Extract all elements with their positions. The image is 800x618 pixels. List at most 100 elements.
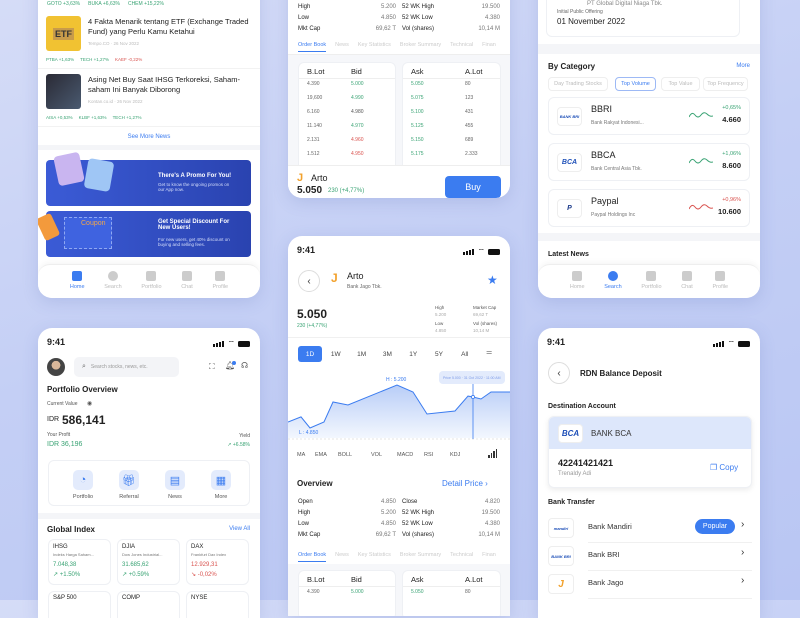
bank-name[interactable]: Bank Mandiri — [588, 522, 632, 531]
shortcut-more[interactable]: ▦ — [211, 470, 231, 490]
nav-home[interactable]: Home — [570, 271, 585, 298]
news-title[interactable]: Asing Net Buy Saat IHSG Terkoreksi, Saha… — [88, 75, 253, 95]
ask-price[interactable]: 5.125 — [411, 123, 424, 129]
chart-settings-icon[interactable]: ⚌ — [486, 348, 492, 356]
nav-chat[interactable]: Chat — [181, 271, 193, 298]
index-card[interactable]: NYSE — [186, 591, 249, 618]
range-all[interactable]: All — [453, 346, 477, 362]
chip-day-trading-stocks[interactable]: Day Trading Stocks — [548, 77, 608, 91]
indicator-ma[interactable]: MA — [297, 452, 305, 458]
tab-technical[interactable]: Technical — [450, 552, 473, 562]
search-input[interactable]: ⌕ Search stocks, news, etc. — [74, 357, 179, 377]
bid-price[interactable]: 4.970 — [351, 123, 364, 129]
ask-price[interactable]: 5.100 — [411, 109, 424, 115]
view-all-link[interactable]: View All — [229, 526, 250, 532]
indicator-vol[interactable]: VOL — [371, 452, 382, 458]
index-card[interactable]: S&P 500 — [48, 591, 111, 618]
nav-search[interactable]: Search — [604, 271, 621, 298]
shortcut-portfolio[interactable]: ◔ — [73, 470, 93, 490]
ticker[interactable]: BUKA +6,63% — [88, 1, 120, 7]
copy-button[interactable]: ❐ Copy — [710, 463, 738, 472]
tab-order-book[interactable]: Order Book — [298, 552, 326, 562]
tab-news[interactable]: News — [335, 552, 349, 562]
indicator-rsi[interactable]: RSI — [424, 452, 433, 458]
bank-name[interactable]: Bank BRI — [588, 550, 620, 559]
bell-icon[interactable]: 🔔︎ — [225, 361, 235, 370]
news-thumbnail[interactable]: ETF — [46, 16, 81, 51]
nav-portfolio[interactable]: Portfolio — [141, 271, 161, 298]
buy-button[interactable]: Buy — [445, 176, 501, 198]
news-thumbnail[interactable] — [46, 74, 81, 109]
nav-portfolio[interactable]: Portfolio — [641, 271, 661, 298]
tab-broker-summary[interactable]: Broker Summary — [400, 42, 441, 52]
chip-top-value[interactable]: Top Value — [661, 77, 700, 91]
tab-technical[interactable]: Technical — [450, 42, 473, 52]
chevron-right-icon[interactable]: › — [741, 519, 744, 530]
bid-price[interactable]: 4.960 — [351, 137, 364, 143]
bid-price[interactable]: 5.000 — [351, 589, 364, 595]
chevron-right-icon[interactable]: › — [741, 575, 744, 586]
index-card[interactable]: COMP — [117, 591, 180, 618]
back-button[interactable]: ‹ — [548, 362, 570, 384]
nav-search[interactable]: Search — [104, 271, 121, 298]
range-1m[interactable]: 1M — [350, 346, 374, 362]
nav-profile[interactable]: Profile — [213, 271, 229, 298]
ask-price[interactable]: 5.050 — [411, 589, 424, 595]
discount-banner[interactable]: Coupon Get Special Discount For New User… — [46, 211, 251, 257]
tab-key-statistics[interactable]: Key Statistics — [358, 42, 391, 52]
range-1y[interactable]: 1Y — [401, 346, 425, 362]
ticker[interactable]: PTBA +1,63% — [46, 57, 74, 62]
ticker[interactable]: TECH +1,27% — [80, 57, 109, 62]
chip-top-volume[interactable]: Top Volume — [615, 77, 656, 91]
nav-home[interactable]: Home — [70, 271, 85, 298]
avatar[interactable] — [47, 358, 65, 376]
ask-price[interactable]: 5.050 — [411, 81, 424, 87]
see-more-news-link[interactable]: See More News — [38, 134, 260, 140]
indicator-bars-icon[interactable] — [488, 449, 497, 458]
shortcut-referral[interactable]: 🎁︎ — [119, 470, 139, 490]
tab-order-book[interactable]: Order Book — [298, 42, 326, 52]
ticker[interactable]: CHEM +15,22% — [128, 1, 164, 7]
range-3m[interactable]: 3M — [375, 346, 399, 362]
detail-price-link[interactable]: Detail Price › — [442, 479, 488, 488]
tab-finan[interactable]: Finan — [482, 552, 496, 562]
tab-broker-summary[interactable]: Broker Summary — [400, 552, 441, 562]
ask-price[interactable]: 5.150 — [411, 137, 424, 143]
indicator-ema[interactable]: EMA — [315, 452, 327, 458]
headset-icon[interactable]: ☊ — [241, 361, 248, 370]
bid-price[interactable]: 4.950 — [351, 151, 364, 157]
ask-price[interactable]: 5.175 — [411, 151, 424, 157]
ticker[interactable]: KAEF -0,22% — [115, 57, 142, 62]
news-title[interactable]: 4 Fakta Menarik tentang ETF (Exchange Tr… — [88, 17, 253, 37]
ticker[interactable]: TECH +1,27% — [113, 115, 142, 120]
nav-profile[interactable]: Profile — [713, 271, 729, 298]
range-1w[interactable]: 1W — [324, 346, 348, 362]
ipo-card[interactable]: PT Global Digital Niaga Tbk. Initial Pub… — [546, 0, 740, 37]
nav-chat[interactable]: Chat — [681, 271, 693, 298]
indicator-boll[interactable]: BOLL — [338, 452, 352, 458]
chevron-right-icon[interactable]: › — [741, 547, 744, 558]
ticker[interactable]: GOTO +3,63% — [47, 1, 80, 7]
bid-price[interactable]: 5.000 — [351, 81, 364, 87]
bid-price[interactable]: 4.980 — [351, 109, 364, 115]
indicator-macd[interactable]: MACD — [397, 452, 413, 458]
ticker[interactable]: KLBF +1,63% — [79, 115, 107, 120]
ticker[interactable]: AISA +0,53% — [46, 115, 73, 120]
bid-price[interactable]: 4.990 — [351, 95, 364, 101]
indicator-kdj[interactable]: KDJ — [450, 452, 460, 458]
eye-icon[interactable]: ◉ — [87, 400, 92, 407]
tab-news[interactable]: News — [335, 42, 349, 52]
scan-icon[interactable]: ⛶ — [209, 362, 215, 372]
tab-finan[interactable]: Finan — [482, 42, 496, 52]
more-link[interactable]: More — [736, 63, 750, 69]
chip-top-frequency[interactable]: Top Frequency — [703, 77, 748, 91]
star-icon[interactable]: ★ — [487, 273, 498, 287]
promo-banner[interactable]: There's A Promo For You! Get to know the… — [46, 160, 251, 206]
shortcut-news[interactable]: ▤ — [165, 470, 185, 490]
tab-key-statistics[interactable]: Key Statistics — [358, 552, 391, 562]
